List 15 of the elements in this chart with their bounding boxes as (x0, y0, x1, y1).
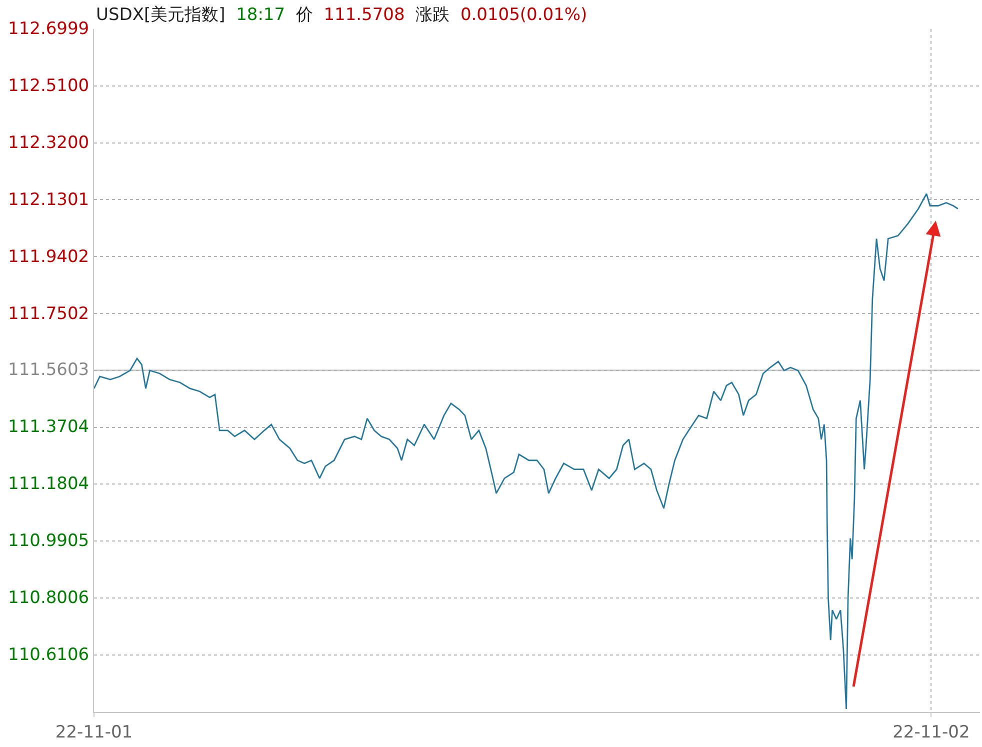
y-tick-label: 110.6106 (8, 645, 90, 665)
x-tick-label: 22-11-02 (892, 722, 970, 742)
y-tick-label: 112.6999 (8, 19, 90, 39)
y-tick-label: 112.3200 (8, 133, 90, 153)
y-tick-label: 111.1804 (8, 474, 90, 494)
y-tick-label: 110.9905 (8, 531, 90, 551)
x-tick-label: 22-11-01 (55, 722, 133, 742)
y-tick-label: 111.3704 (8, 417, 90, 437)
chart-title: USDX[美元指数] 18:17 价 111.5708 涨跌 0.0105(0.01%) (96, 5, 588, 25)
y-tick-label: 111.7502 (8, 304, 90, 324)
y-tick-label: 112.1301 (8, 190, 90, 210)
y-tick-label: 110.8006 (8, 588, 90, 608)
y-tick-label: 111.5603 (8, 360, 90, 380)
y-tick-label: 112.5100 (8, 76, 90, 96)
y-tick-label: 111.9402 (8, 247, 90, 267)
